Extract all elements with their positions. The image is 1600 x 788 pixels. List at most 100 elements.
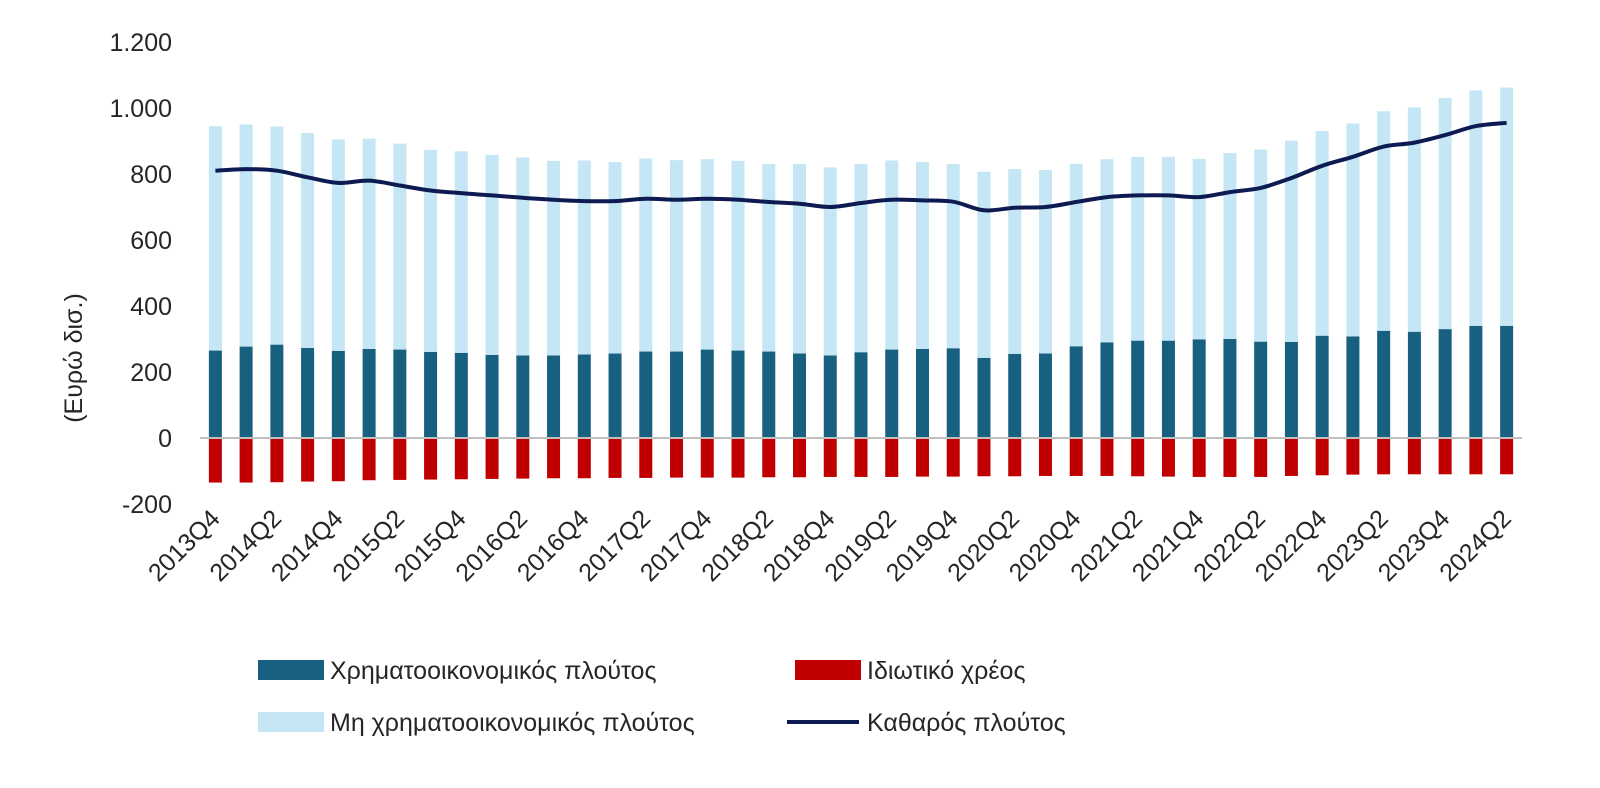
bar-debt-2024Q2 [1500, 438, 1514, 475]
bar-debt-2018Q1 [731, 438, 745, 478]
y-tick-label: 1.200 [109, 29, 172, 57]
bar-financial-2019Q1 [854, 352, 868, 438]
bar-financial-2016Q3 [547, 355, 561, 438]
legend-swatch [258, 712, 324, 732]
bar-nonfinancial-2019Q1 [854, 164, 868, 353]
line-net-wealth [215, 120, 1507, 213]
bar-debt-2015Q3 [424, 438, 438, 480]
bar-debt-2023Q1 [1346, 438, 1360, 475]
bar-nonfinancial-2014Q3 [301, 133, 315, 348]
bar-nonfinancial-2016Q2 [516, 157, 530, 356]
bar-nonfinancial-2014Q4 [331, 139, 345, 351]
bar-financial-2023Q1 [1346, 336, 1360, 438]
bar-debt-2018Q4 [823, 438, 837, 477]
bar-debt-2021Q4 [1192, 438, 1206, 477]
bar-financial-2022Q2 [1254, 341, 1268, 438]
y-tick-label: -200 [122, 491, 172, 519]
bar-debt-2014Q1 [239, 438, 253, 483]
bar-nonfinancial-2017Q3 [670, 160, 684, 352]
bar-financial-2014Q1 [239, 346, 253, 438]
bar-nonfinancial-2019Q3 [915, 162, 929, 349]
bar-nonfinancial-2015Q4 [454, 151, 468, 353]
bar-financial-2015Q3 [424, 351, 438, 438]
legend-label: Ιδιωτικό χρέος [867, 657, 1026, 685]
bar-nonfinancial-2023Q3 [1407, 107, 1421, 332]
bar-nonfinancial-2021Q3 [1161, 156, 1175, 341]
bar-financial-2020Q1 [977, 357, 991, 438]
legend-item: Μη χρηματοοικονομικός πλούτος [258, 709, 695, 737]
bar-debt-2017Q2 [639, 438, 653, 478]
legend-label: Μη χρηματοοικονομικός πλούτος [330, 709, 695, 737]
bar-debt-2015Q4 [454, 438, 468, 480]
bar-debt-2017Q1 [608, 438, 622, 478]
bar-financial-2019Q2 [885, 349, 899, 438]
bar-nonfinancial-2023Q4 [1438, 98, 1452, 330]
bar-debt-2019Q1 [854, 438, 868, 477]
bar-nonfinancial-2017Q1 [608, 162, 622, 354]
bar-nonfinancial-2018Q1 [731, 160, 745, 351]
bar-debt-2022Q1 [1223, 438, 1237, 477]
bar-financial-2015Q4 [454, 352, 468, 438]
bar-financial-2020Q4 [1069, 346, 1083, 438]
legend-swatch [795, 660, 861, 680]
bar-nonfinancial-2017Q2 [639, 158, 653, 352]
legend-label: Χρηματοοικονομικός πλούτος [330, 657, 657, 685]
bar-debt-2020Q3 [1038, 438, 1052, 476]
bar-nonfinancial-2024Q2 [1500, 87, 1514, 326]
bar-financial-2015Q1 [362, 348, 376, 438]
bar-debt-2014Q3 [301, 438, 315, 482]
bar-financial-2022Q4 [1315, 335, 1329, 438]
bar-financial-2023Q3 [1407, 331, 1421, 438]
bar-debt-2020Q1 [977, 438, 991, 477]
y-tick-labels: -200 0 200 400 600 800 1.000 1.200 [109, 29, 172, 519]
bar-financial-2013Q4 [208, 350, 222, 438]
bar-nonfinancial-2019Q2 [885, 160, 899, 350]
bar-nonfinancial-2016Q4 [577, 160, 591, 355]
bar-nonfinancial-2020Q1 [977, 171, 991, 358]
bar-nonfinancial-2022Q4 [1315, 131, 1329, 336]
bar-nonfinancial-2015Q3 [424, 149, 438, 352]
legend-label: Καθαρός πλούτος [867, 709, 1066, 737]
bar-debt-2022Q4 [1315, 438, 1329, 476]
y-tick-label: 400 [130, 293, 172, 321]
bar-financial-2014Q2 [270, 344, 284, 438]
bar-debt-2014Q2 [270, 438, 284, 483]
bar-nonfinancial-2021Q2 [1131, 156, 1145, 341]
bar-financial-2020Q2 [1008, 353, 1022, 438]
bar-financial-2018Q4 [823, 355, 837, 438]
bar-financial-2021Q3 [1161, 340, 1175, 438]
bar-nonfinancial-2022Q3 [1284, 140, 1298, 342]
bar-debt-2019Q3 [915, 438, 929, 477]
bar-debt-2023Q4 [1438, 438, 1452, 475]
bar-financial-2017Q4 [700, 349, 714, 438]
bar-debt-2015Q1 [362, 438, 376, 481]
legend-item: Καθαρός πλούτος [787, 709, 1066, 737]
bar-debt-2016Q4 [577, 438, 591, 479]
bars-layer [208, 87, 1514, 483]
bar-nonfinancial-2018Q4 [823, 167, 837, 356]
bar-nonfinancial-2022Q1 [1223, 153, 1237, 339]
x-tick-labels: 2013Q42014Q22014Q42015Q22015Q42016Q22016… [143, 504, 1517, 587]
bar-financial-2019Q3 [915, 348, 929, 438]
bar-financial-2019Q4 [946, 348, 960, 438]
bar-nonfinancial-2021Q1 [1100, 159, 1114, 343]
bar-debt-2019Q4 [946, 438, 960, 477]
bar-debt-2021Q1 [1100, 438, 1114, 476]
bar-nonfinancial-2023Q2 [1377, 111, 1391, 331]
line-layer [215, 120, 1507, 213]
bar-financial-2018Q3 [793, 353, 807, 438]
bar-debt-2024Q1 [1469, 438, 1483, 475]
bar-debt-2013Q4 [208, 438, 222, 483]
bar-nonfinancial-2014Q1 [239, 124, 253, 347]
bar-debt-2015Q2 [393, 438, 407, 480]
bar-nonfinancial-2016Q1 [485, 154, 499, 355]
bar-financial-2021Q4 [1192, 339, 1206, 438]
bar-financial-2022Q1 [1223, 339, 1237, 438]
bar-financial-2017Q2 [639, 351, 653, 438]
bar-debt-2023Q2 [1377, 438, 1391, 475]
y-tick-label: 1.000 [109, 95, 172, 123]
bar-financial-2024Q2 [1500, 325, 1514, 438]
bar-debt-2018Q3 [793, 438, 807, 478]
